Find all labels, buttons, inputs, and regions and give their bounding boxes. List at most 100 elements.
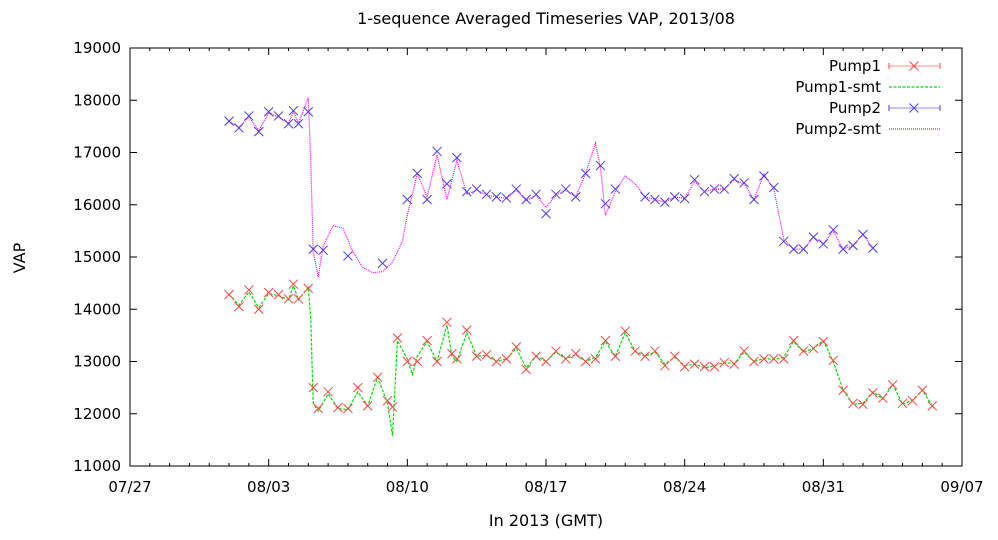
data-point (749, 194, 759, 205)
data-point (788, 244, 799, 255)
data-point (362, 401, 373, 411)
legend-label: Pump2 (829, 99, 881, 117)
data-point (679, 361, 690, 372)
data-point (244, 285, 254, 295)
data-point (244, 111, 254, 121)
data-point (660, 197, 670, 207)
y-tick-label: 15000 (73, 248, 121, 266)
legend-item-pump1: Pump1 (829, 57, 941, 75)
data-point (491, 192, 502, 202)
data-point (273, 289, 284, 300)
data-point (759, 354, 769, 364)
x-tick-label: 08/24 (663, 478, 706, 496)
data-point (511, 342, 522, 352)
data-point (352, 382, 363, 393)
series-pump2-smt (228, 97, 874, 278)
data-point (580, 168, 591, 179)
y-tick-label: 19000 (73, 39, 121, 57)
data-point (412, 168, 423, 179)
data-point (768, 182, 779, 193)
data-point (511, 184, 522, 194)
data-point (907, 395, 918, 406)
data-point (927, 401, 938, 411)
data-point (442, 317, 452, 328)
data-point (253, 126, 264, 137)
data-point (897, 398, 908, 409)
y-axis-ticks: 11000 12000 13000 14000 15000 16000 17000 18000… (73, 39, 962, 475)
data-point (699, 361, 710, 372)
data-point (848, 398, 858, 409)
data-point (234, 123, 244, 133)
legend-item-pump1-smt: Pump1-smt (795, 78, 940, 96)
y-tick-label: 14000 (73, 300, 121, 318)
data-point (551, 346, 561, 356)
data-point (392, 333, 403, 343)
data-point (402, 194, 413, 205)
data-point (788, 335, 799, 346)
data-point (630, 346, 640, 356)
data-point (303, 283, 314, 294)
data-point (739, 177, 749, 188)
data-point (689, 359, 700, 369)
data-point (288, 279, 299, 290)
legend-item-pump2: Pump2 (829, 99, 941, 117)
data-point (531, 351, 541, 362)
data-point (402, 356, 413, 367)
x-tick-label: 08/03 (247, 478, 290, 496)
data-point (303, 106, 314, 117)
data-point (749, 356, 759, 367)
data-point (521, 194, 532, 205)
data-point (372, 372, 383, 383)
data-point (283, 118, 294, 129)
data-point (768, 354, 779, 364)
data-point (778, 354, 789, 364)
x-tick-label: 08/31 (802, 478, 845, 496)
x-tick-label: 09/07 (940, 478, 983, 496)
data-point (263, 106, 274, 117)
data-point (323, 386, 333, 397)
legend-item-pump2-smt: Pump2-smt (795, 120, 940, 138)
data-point (333, 402, 343, 413)
data-point (560, 354, 571, 364)
data-point (709, 184, 720, 194)
data-point (452, 354, 462, 364)
data-point (818, 336, 829, 347)
legend-marker (909, 103, 919, 113)
data-point (461, 186, 472, 197)
data-point (729, 173, 740, 184)
y-tick-label: 11000 (73, 457, 121, 475)
data-point (600, 335, 611, 346)
data-point (610, 351, 621, 362)
data-point (570, 192, 581, 202)
legend-label: Pump2-smt (795, 120, 881, 138)
data-point (650, 194, 660, 205)
data-point (858, 229, 868, 240)
data-point (719, 357, 730, 368)
series-layer (224, 97, 938, 436)
data-point (343, 251, 353, 261)
data-point (838, 244, 848, 255)
data-point (461, 325, 472, 336)
data-point (471, 184, 482, 194)
data-point (689, 174, 700, 185)
data-point (798, 244, 809, 255)
plot-frame (129, 47, 963, 467)
data-point (778, 236, 789, 247)
data-point (595, 160, 606, 171)
data-point (709, 361, 720, 372)
x-tick-label: 07/27 (108, 478, 151, 496)
series-pump1 (224, 279, 938, 414)
chart-title: 1-sequence Averaged Timeseries VAP, 2013… (357, 9, 735, 28)
series-pump1-smt (228, 283, 933, 436)
data-point (318, 245, 328, 256)
data-point (570, 348, 581, 359)
y-tick-label: 16000 (73, 196, 121, 214)
legend: Pump1 Pump1-smt Pump2 Pump2-smt (795, 57, 941, 138)
data-point (263, 287, 274, 298)
x-tick-label: 08/17 (524, 478, 567, 496)
data-point (253, 304, 264, 315)
data-point (308, 244, 319, 255)
data-point (432, 146, 442, 157)
data-point (224, 289, 234, 300)
